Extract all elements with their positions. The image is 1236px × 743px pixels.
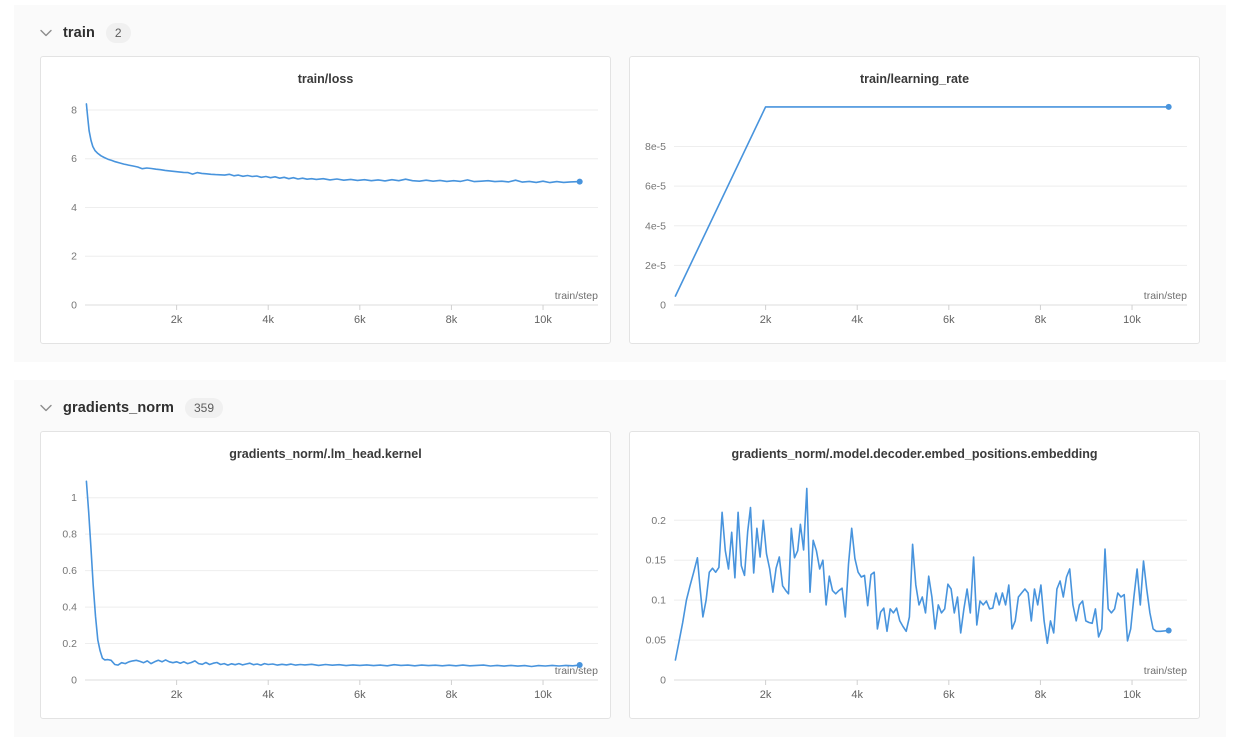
section-gradients-norm: gradients_norm 359 gradients_norm/.lm_he… (14, 380, 1226, 737)
svg-text:train/step: train/step (1144, 290, 1187, 302)
chart-card-lm-head-kernel[interactable]: gradients_norm/.lm_head.kernel 0 0.2 0.4 0.… (40, 431, 611, 719)
svg-text:train/step: train/step (1144, 665, 1187, 677)
svg-text:10k: 10k (1123, 314, 1141, 326)
svg-text:6k: 6k (943, 689, 955, 701)
svg-text:6e-5: 6e-5 (645, 181, 666, 193)
svg-text:10k: 10k (534, 314, 552, 326)
svg-text:8k: 8k (1035, 314, 1047, 326)
svg-text:6k: 6k (943, 314, 955, 326)
svg-text:0.2: 0.2 (62, 638, 77, 650)
chart-title: train/learning_rate (859, 72, 970, 86)
svg-text:2: 2 (71, 251, 77, 263)
svg-text:4k: 4k (851, 689, 863, 701)
section-title: train (63, 25, 95, 41)
svg-text:0.1: 0.1 (651, 595, 666, 607)
svg-text:0.2: 0.2 (651, 515, 666, 527)
svg-text:0.6: 0.6 (62, 565, 77, 577)
svg-text:0.15: 0.15 (646, 555, 667, 567)
svg-text:6: 6 (71, 153, 77, 165)
chart-card-embed-positions-embedding[interactable]: gradients_norm/.model.decoder.embed_posi… (629, 431, 1200, 719)
svg-text:4e-5: 4e-5 (645, 220, 666, 232)
chart-title: gradients_norm/.lm_head.kernel (229, 447, 422, 461)
svg-text:2k: 2k (171, 314, 183, 326)
svg-text:4k: 4k (851, 314, 863, 326)
svg-text:0.8: 0.8 (62, 529, 77, 541)
svg-text:0: 0 (71, 675, 77, 687)
metrics-dashboard: train 2 train/loss 0 2 4 6 8 2k 4k 6k 8k 10k train… (0, 5, 1236, 737)
svg-text:0.4: 0.4 (62, 602, 77, 614)
svg-text:8e-5: 8e-5 (645, 141, 666, 153)
svg-text:train/step: train/step (555, 290, 598, 302)
svg-text:4: 4 (71, 202, 77, 214)
chevron-down-icon[interactable] (40, 29, 52, 37)
svg-text:6k: 6k (354, 314, 366, 326)
svg-text:8: 8 (71, 104, 77, 116)
chart-card-train-loss[interactable]: train/loss 0 2 4 6 8 2k 4k 6k 8k 10k train/step (40, 56, 611, 344)
svg-text:10k: 10k (534, 689, 552, 701)
svg-text:0: 0 (660, 675, 666, 687)
svg-text:4k: 4k (262, 314, 274, 326)
section-gradients-norm-header[interactable]: gradients_norm 359 (40, 390, 1200, 426)
svg-text:2e-5: 2e-5 (645, 260, 666, 272)
section-train-header[interactable]: train 2 (40, 15, 1200, 51)
section-train: train 2 train/loss 0 2 4 6 8 2k 4k 6k 8k 10k train… (14, 5, 1226, 362)
svg-text:2k: 2k (171, 689, 183, 701)
svg-text:2k: 2k (760, 314, 772, 326)
chevron-down-icon[interactable] (40, 404, 52, 412)
svg-text:1: 1 (71, 492, 77, 504)
svg-text:8k: 8k (446, 314, 458, 326)
chart-card-train-learning-rate[interactable]: train/learning_rate 0 2e-5 4e-5 6e-5 8e-5 2k 4… (629, 56, 1200, 344)
chart-title: gradients_norm/.model.decoder.embed_posi… (731, 447, 1098, 461)
chart-grid: gradients_norm/.lm_head.kernel 0 0.2 0.4 0.… (40, 431, 1200, 719)
section-title: gradients_norm (63, 400, 174, 416)
section-count-badge: 2 (105, 23, 131, 43)
section-count-badge: 359 (184, 398, 224, 418)
chart-title: train/loss (297, 72, 354, 86)
svg-text:2k: 2k (760, 689, 772, 701)
svg-text:6k: 6k (354, 689, 366, 701)
chart-grid: train/loss 0 2 4 6 8 2k 4k 6k 8k 10k train/step tr… (40, 56, 1200, 344)
svg-text:10k: 10k (1123, 689, 1141, 701)
svg-text:8k: 8k (446, 689, 458, 701)
svg-text:8k: 8k (1035, 689, 1047, 701)
svg-text:0.05: 0.05 (646, 635, 667, 647)
svg-text:4k: 4k (262, 689, 274, 701)
svg-text:0: 0 (660, 300, 666, 312)
svg-text:train/step: train/step (555, 665, 598, 677)
svg-text:0: 0 (71, 300, 77, 312)
